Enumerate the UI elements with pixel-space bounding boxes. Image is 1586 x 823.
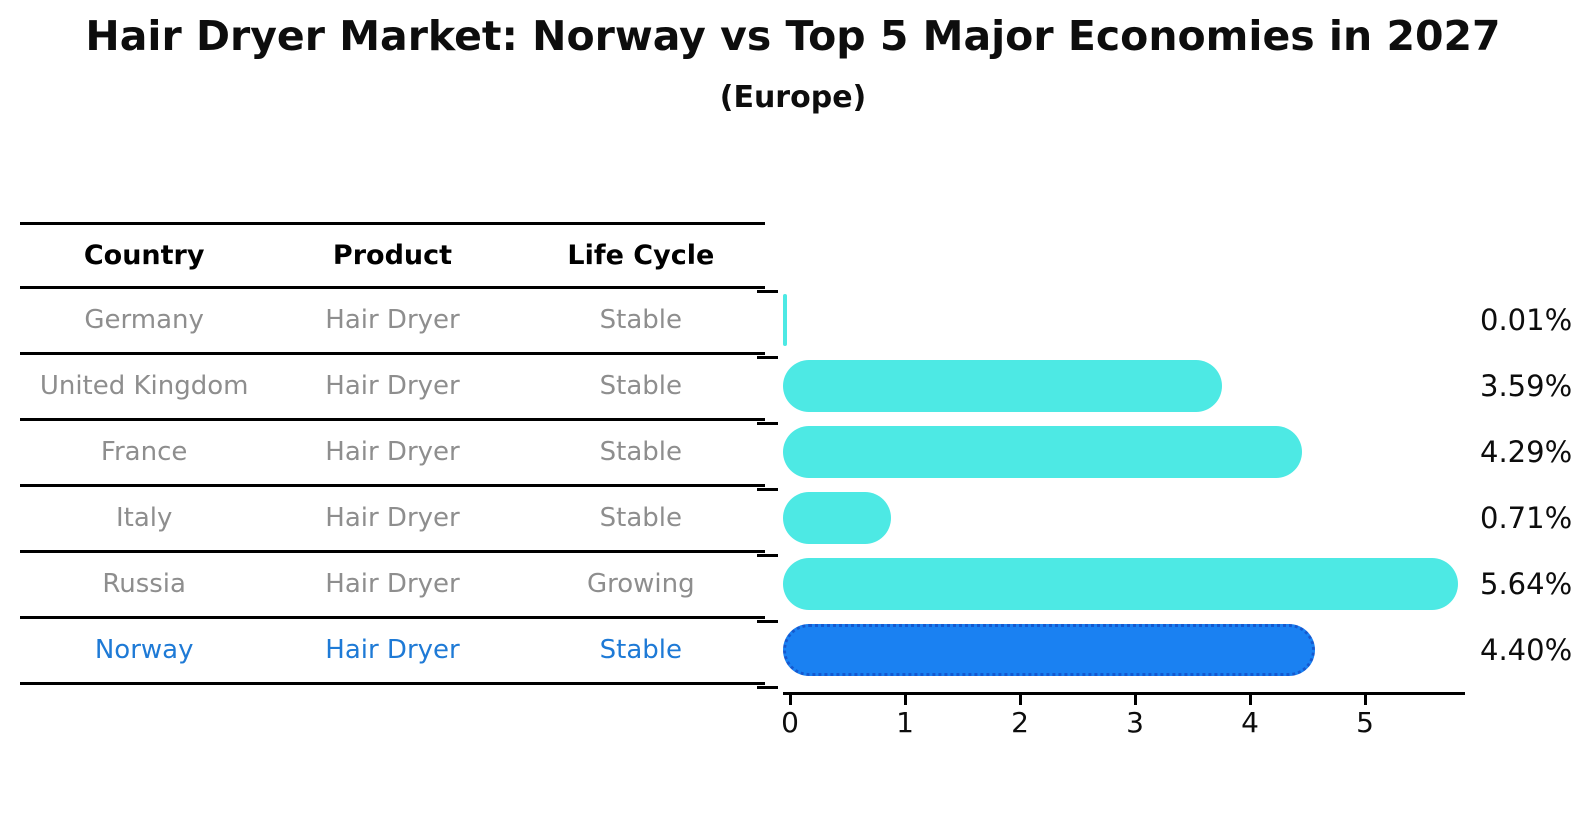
column-header-product: Product <box>332 240 453 271</box>
bar-italy <box>783 492 891 544</box>
value-label-italy: 0.71% <box>1480 501 1573 535</box>
x-axis-tick <box>1364 695 1367 705</box>
x-axis-tick <box>904 695 907 705</box>
cell-product: Hair Dryer <box>325 305 460 335</box>
cell-life-cycle: Stable <box>599 437 682 467</box>
x-axis-tick <box>789 695 792 705</box>
table-row-united-kingdom: United Kingdom Hair Dryer Stable <box>20 355 765 421</box>
x-tick-label: 1 <box>896 706 914 739</box>
y-axis-tick <box>757 488 778 491</box>
table-row-italy: Italy Hair Dryer Stable <box>20 487 765 553</box>
bar-russia <box>783 558 1458 610</box>
table-header-row: Country Product Life Cycle <box>20 225 765 289</box>
y-axis-tick <box>757 290 778 293</box>
cell-life-cycle: Stable <box>599 371 682 401</box>
value-label-france: 4.29% <box>1480 435 1573 469</box>
cell-life-cycle: Stable <box>599 305 682 335</box>
x-tick-label: 2 <box>1011 706 1029 739</box>
value-label-russia: 5.64% <box>1480 567 1573 601</box>
x-tick-label: 0 <box>781 706 799 739</box>
x-tick-label: 3 <box>1126 706 1144 739</box>
cell-product: Hair Dryer <box>325 437 460 467</box>
table-row-germany: Germany Hair Dryer Stable <box>20 289 765 355</box>
y-axis-tick <box>757 554 778 557</box>
x-axis-tick <box>1134 695 1137 705</box>
x-axis-line <box>783 692 1465 695</box>
cell-country: United Kingdom <box>39 371 249 401</box>
cell-country: Germany <box>84 305 204 335</box>
table-row-russia: Russia Hair Dryer Growing <box>20 553 765 619</box>
cell-product: Hair Dryer <box>325 371 460 401</box>
x-axis-tick <box>1249 695 1252 705</box>
bar-norway <box>783 624 1315 676</box>
table-row-france: France Hair Dryer Stable <box>20 421 765 487</box>
x-tick-label: 5 <box>1356 706 1374 739</box>
y-axis-tick <box>757 422 778 425</box>
cell-country: Norway <box>94 635 194 665</box>
bar-france <box>783 426 1302 478</box>
value-label-germany: 0.01% <box>1480 303 1573 337</box>
y-axis-tick <box>757 620 778 623</box>
cell-country: Italy <box>115 503 173 533</box>
cell-life-cycle: Stable <box>599 635 682 665</box>
table-row-norway: Norway Hair Dryer Stable <box>20 619 765 685</box>
column-header-life-cycle: Life Cycle <box>567 240 715 271</box>
x-tick-label: 4 <box>1241 706 1259 739</box>
country-table: Country Product Life Cycle Germany Hair … <box>20 222 765 685</box>
cell-life-cycle: Growing <box>586 569 695 599</box>
y-axis-tick <box>757 356 778 359</box>
cell-country: Russia <box>102 569 186 599</box>
y-axis-tick <box>757 686 778 689</box>
cell-life-cycle: Stable <box>599 503 682 533</box>
cell-product: Hair Dryer <box>325 503 460 533</box>
bar-germany <box>783 294 787 346</box>
x-axis-tick <box>1019 695 1022 705</box>
chart-title: Hair Dryer Market: Norway vs Top 5 Major… <box>85 12 1501 60</box>
chart-subtitle: (Europe) <box>719 80 867 115</box>
value-label-norway: 4.40% <box>1480 633 1573 667</box>
bar-united-kingdom <box>783 360 1222 412</box>
column-header-country: Country <box>83 240 205 271</box>
cell-product: Hair Dryer <box>325 635 460 665</box>
value-label-united-kingdom: 3.59% <box>1480 369 1573 403</box>
cell-product: Hair Dryer <box>325 569 460 599</box>
cell-country: France <box>100 437 188 467</box>
